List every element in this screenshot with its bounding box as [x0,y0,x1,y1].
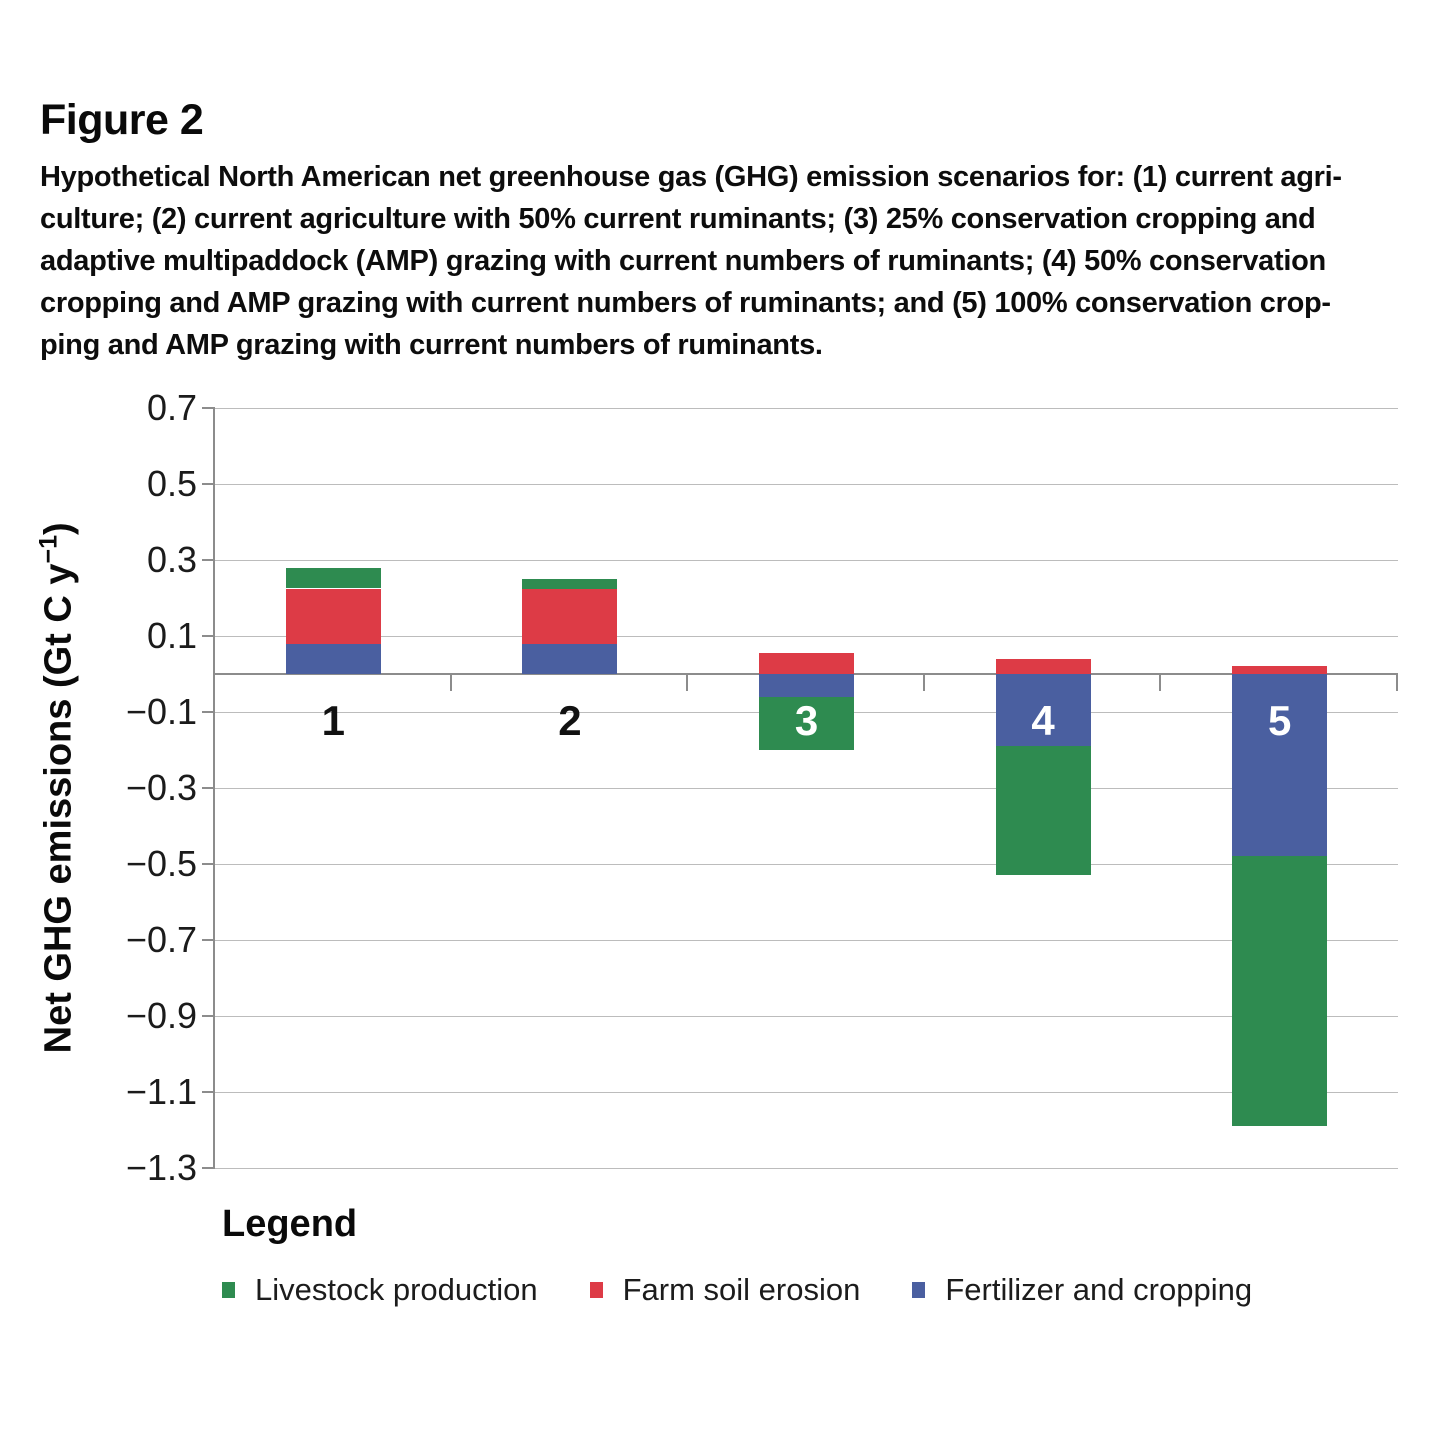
caption-line: Hypothetical North American net greenhou… [40,161,1342,193]
x-axis-tick [449,674,452,691]
y-axis-tick [202,407,215,409]
y-axis-line [213,408,215,1169]
gridline [215,407,1398,409]
bar-segment-3-fertilizer-and-cropping [759,674,854,697]
figure-title: Figure 2 [40,96,204,144]
category-label-1: 1 [321,697,345,744]
y-tick-label: 0.1 [146,615,197,656]
y-tick-label: −0.5 [125,843,197,884]
bar-segment-5-livestock-production [1232,856,1328,1127]
y-tick-label: 0.5 [146,463,197,504]
gridline [215,863,1398,865]
y-tick-label: −0.1 [125,691,197,732]
y-axis-tick [202,559,215,561]
gridline [215,939,1398,941]
gridline [215,635,1398,637]
legend-label: Fertilizer and cropping [945,1272,1253,1307]
y-tick-label: −1.3 [125,1147,197,1188]
bar-segment-5-fertilizer-and-cropping [1232,674,1328,857]
y-axis-tick [202,711,215,713]
caption-line: cropping and AMP grazing with current nu… [40,287,1331,319]
y-axis-tick [202,787,215,789]
y-tick-label: −0.7 [125,919,197,960]
x-axis-tick [1396,674,1398,691]
x-axis-tick [922,674,925,691]
gridline [215,1015,1398,1017]
bar-segment-5-farm-soil-erosion [1232,666,1328,674]
red-swatch-icon [589,1282,603,1298]
blue-swatch-icon [912,1282,926,1298]
category-label-4: 4 [1031,697,1055,744]
legend-item-livestock-production: Livestock production [222,1272,538,1308]
y-axis-tick [202,939,215,941]
y-axis-title-wrap: Net GHG emissions (Gt C y−1) [18,408,98,1168]
caption-line: ping and AMP grazing with current number… [40,329,823,361]
legend: Legend Livestock production Farm soil er… [222,1203,1252,1308]
y-axis-tick [202,635,215,637]
y-axis-tick [202,1015,215,1017]
bar-segment-1-livestock-production [285,567,381,589]
green-swatch-icon [222,1282,235,1298]
category-label-3: 3 [794,697,819,744]
gridline [215,1167,1398,1169]
legend-items: Livestock production Farm soil erosion F… [222,1272,1252,1308]
gridline [215,1091,1398,1093]
caption-line: adaptive multipaddock (AMP) grazing with… [40,245,1326,277]
y-axis-tick [202,863,215,865]
bar-segment-4-fertilizer-and-cropping [995,674,1091,747]
y-tick-label: −1.1 [125,1071,197,1112]
x-axis-tick [1159,674,1162,691]
y-tick-label: −0.3 [125,767,197,808]
legend-item-farm-soil-erosion: Farm soil erosion [589,1272,861,1308]
gridline [215,559,1398,561]
legend-title: Legend [222,1203,358,1245]
bar-segment-4-farm-soil-erosion [995,658,1091,674]
y-axis-tick [202,1167,215,1169]
bar-segment-4-livestock-production [995,746,1091,876]
legend-label: Livestock production [255,1272,538,1307]
figure-caption: Hypothetical North American net greenhou… [40,156,1342,366]
y-tick-label: −0.9 [125,995,197,1036]
y-tick-label: 0.7 [146,387,197,428]
category-label-5: 5 [1268,697,1292,744]
superscript-exponent: −1 [35,535,64,564]
bar-segment-2-livestock-production [522,579,618,589]
bar-segment-3-livestock-production [759,696,854,750]
bar-segment-2-farm-soil-erosion [522,588,618,644]
category-label-2: 2 [558,697,582,744]
y-axis-title: Net GHG emissions (Gt C y−1) [35,522,80,1054]
legend-item-fertilizer-and-cropping: Fertilizer and cropping [912,1272,1252,1308]
caption-line: culture; (2) current agriculture with 50… [40,203,1316,235]
x-axis-tick [686,674,689,691]
gridline [215,483,1398,485]
bar-segment-1-fertilizer-and-cropping [285,643,381,674]
y-axis-tick [202,1091,215,1093]
gridline [215,787,1398,789]
legend-label: Farm soil erosion [622,1272,861,1307]
y-axis-tick [202,483,215,485]
bar-segment-3-farm-soil-erosion [759,653,854,674]
y-tick-label: 0.3 [146,539,197,580]
bar-segment-1-farm-soil-erosion [285,588,381,644]
bar-segment-2-fertilizer-and-cropping [522,643,618,674]
